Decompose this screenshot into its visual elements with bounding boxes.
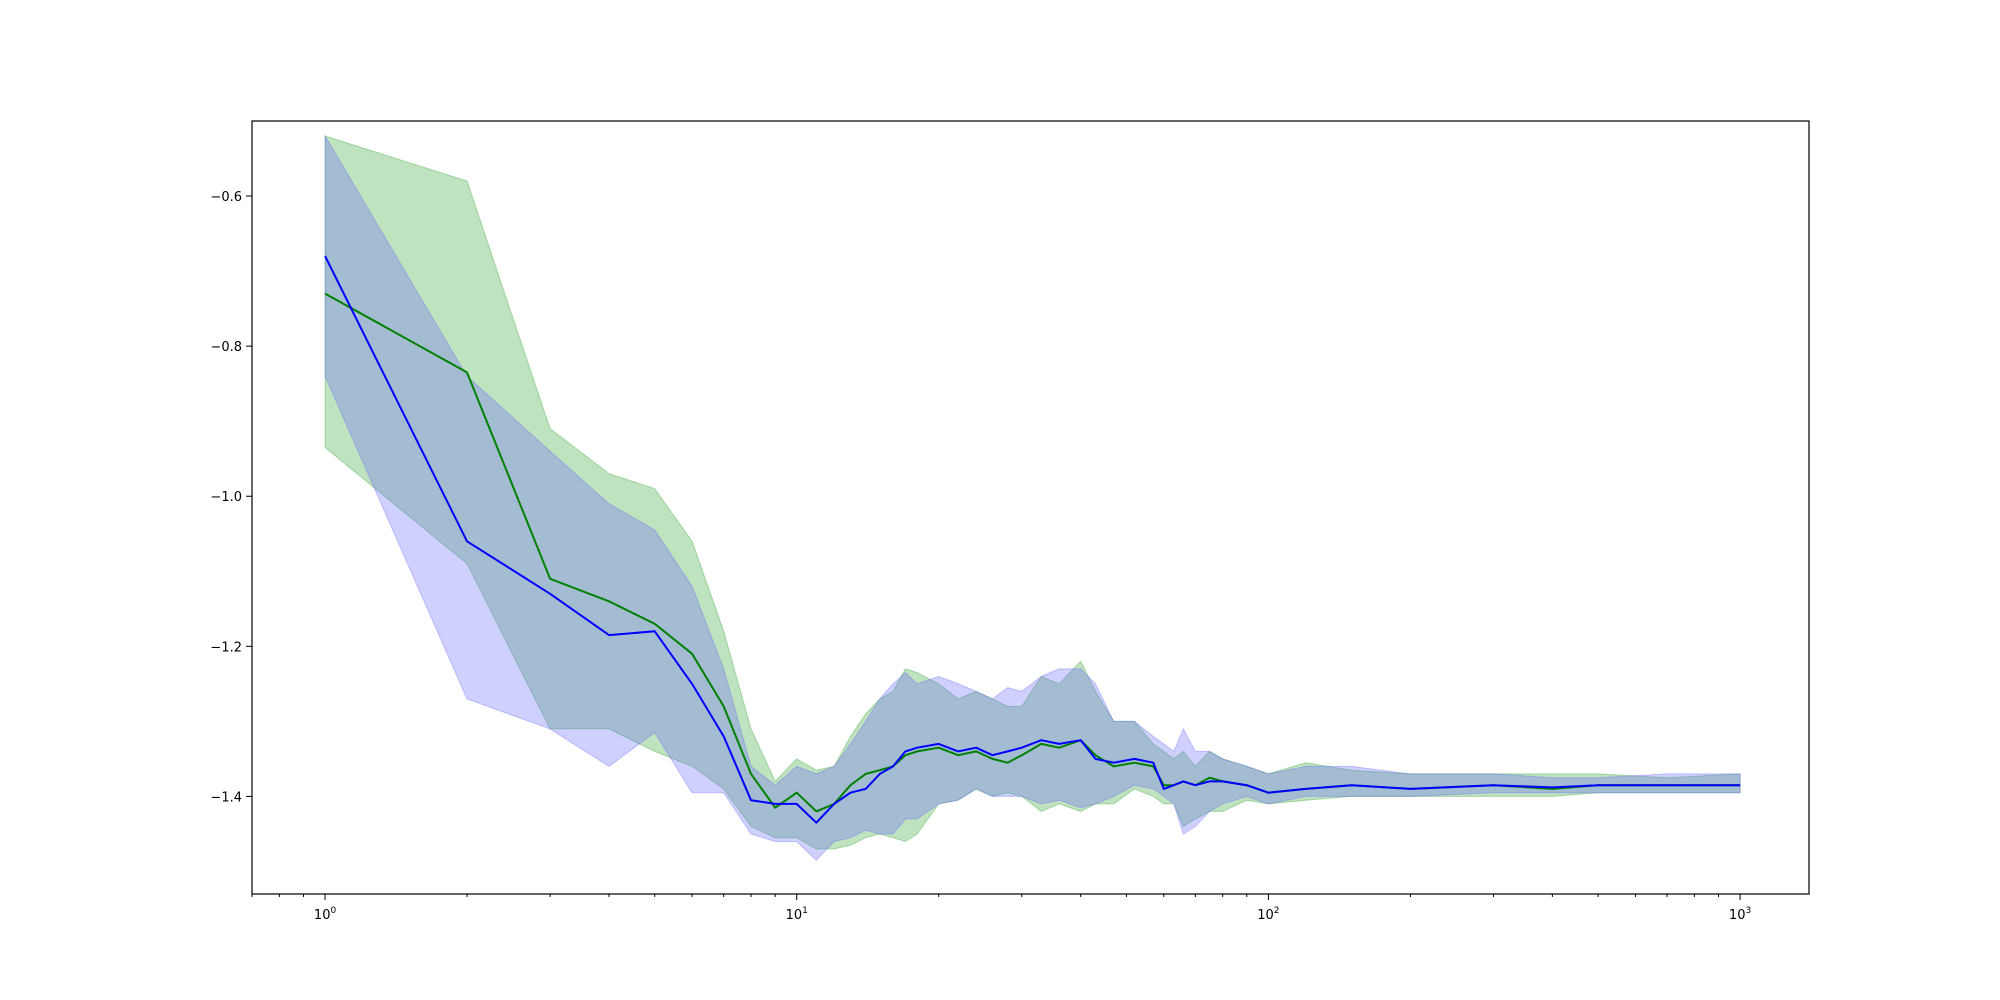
series-2-band [324,134,1741,861]
series-2-line [324,255,1741,824]
x-tick-label: 100 [314,906,337,923]
x-tick-label: 101 [786,906,808,923]
x-axis: 100 101 102 103 [251,894,1751,923]
plot-frame [251,120,1810,895]
x-tick-label: 103 [1729,906,1751,923]
y-tick-label: −1.2 [210,640,242,655]
y-tick-label: −1.0 [210,490,242,505]
y-axis: −0.6 −0.8 −1.0 −1.2 −1.4 [210,190,252,805]
confidence-bands [324,134,1741,861]
y-tick-label: −0.8 [210,340,242,355]
series-1-band [324,135,1741,850]
y-tick-label: −1.4 [210,790,242,805]
y-tick-label: −0.6 [210,190,242,205]
x-tick-label: 102 [1257,906,1279,923]
series-lines [324,255,1741,824]
